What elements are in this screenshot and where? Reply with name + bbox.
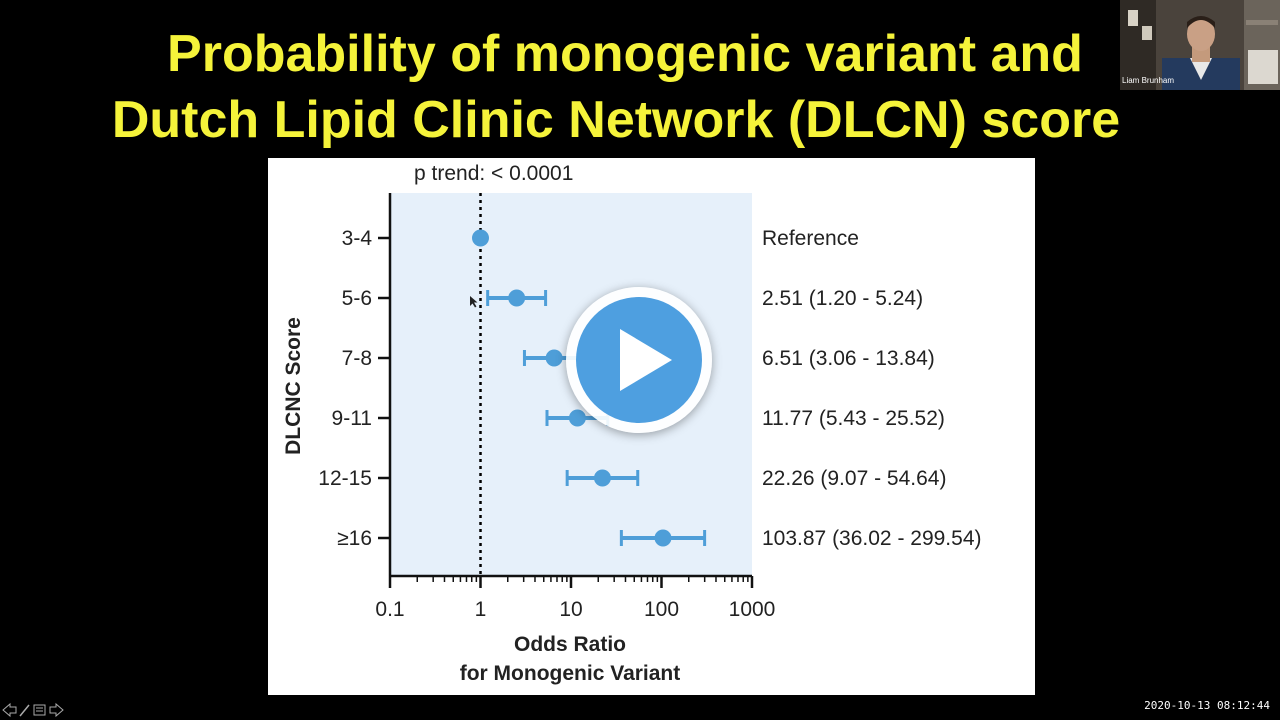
x-tick-label: 1 [475, 598, 487, 621]
value-label: 11.77 (5.43 - 25.52) [762, 407, 945, 430]
value-label: 2.51 (1.20 - 5.24) [762, 287, 923, 310]
y-tick-label: 12-15 [318, 467, 372, 490]
x-axis-label-line-1: Odds Ratio [514, 633, 626, 656]
play-button[interactable] [566, 287, 712, 433]
play-icon [620, 329, 672, 391]
estimate-point [654, 529, 672, 547]
estimate-point [472, 229, 489, 247]
value-label: 103.87 (36.02 - 299.54) [762, 527, 982, 550]
menu-icon[interactable] [33, 704, 46, 716]
x-tick-label: 10 [559, 598, 582, 621]
estimate-point [568, 409, 586, 427]
p-trend-annotation: p trend: < 0.0001 [414, 162, 573, 185]
y-tick-label: 3-4 [342, 227, 373, 250]
slide-title-line-2: Dutch Lipid Clinic Network (DLCN) score [111, 91, 1121, 149]
y-tick-label: 5-6 [342, 287, 372, 310]
x-tick-label: 0.1 [375, 598, 404, 621]
play-button-disc [576, 297, 702, 423]
y-axis-label: DLCNC Score [282, 317, 305, 455]
x-tick-label: 1000 [729, 598, 776, 621]
value-label: 6.51 (3.06 - 13.84) [762, 347, 935, 370]
presenter-video-icon [1120, 0, 1280, 90]
x-tick-label: 100 [644, 598, 679, 621]
x-axis-label-line-2: for Monogenic Variant [460, 662, 681, 685]
pen-icon[interactable] [19, 704, 30, 717]
y-tick-label: 7-8 [342, 347, 372, 370]
estimate-point [508, 289, 526, 307]
slide-controls [2, 702, 66, 718]
next-slide-icon[interactable] [49, 702, 64, 718]
presenter-webcam [1120, 0, 1280, 90]
value-label: 22.26 (9.07 - 54.64) [762, 467, 946, 490]
value-label: Reference [762, 227, 859, 250]
estimate-point [593, 469, 611, 487]
mouse-cursor-icon [470, 296, 478, 308]
slide-title-line-1: Probability of monogenic variant and [167, 25, 1083, 83]
y-tick-label: ≥16 [337, 527, 372, 550]
estimate-point [545, 349, 563, 367]
previous-slide-icon[interactable] [2, 702, 17, 718]
video-timestamp: 2020-10-13 08:12:44 [1144, 699, 1270, 712]
presenter-name-label: Liam Brunham [1122, 76, 1175, 85]
y-tick-label: 9-11 [332, 407, 372, 430]
